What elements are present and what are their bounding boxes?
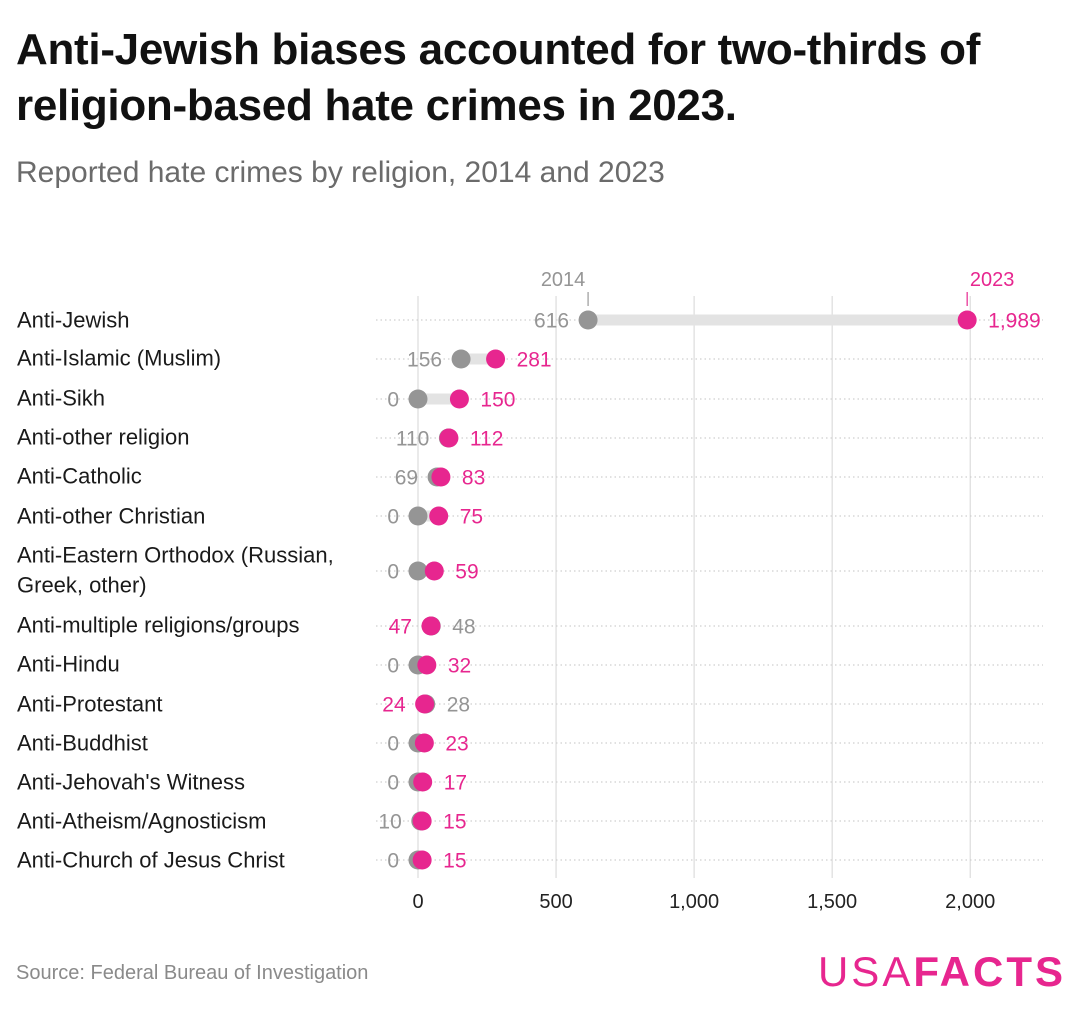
dot-2023 [413, 772, 433, 792]
value-label: 24 [382, 694, 406, 717]
value-label: 59 [455, 561, 478, 584]
dot-2023 [412, 811, 432, 831]
category-label: Anti-Jewish [17, 308, 129, 333]
dot-2023 [424, 561, 444, 581]
value-label: 1,989 [988, 310, 1041, 333]
dot-2023 [431, 467, 451, 487]
dot-2023 [439, 428, 459, 448]
value-label: 0 [387, 772, 399, 795]
value-label: 32 [448, 655, 471, 678]
value-label: 0 [387, 389, 399, 412]
category-label: Anti-Eastern Orthodox (Russian, [17, 543, 334, 568]
value-label: 69 [395, 467, 418, 490]
value-label: 0 [387, 506, 399, 529]
value-label: 15 [443, 850, 466, 873]
x-tick-label: 500 [539, 891, 572, 913]
category-label: Anti-Catholic [17, 464, 142, 489]
x-tick-label: 1,500 [807, 891, 857, 913]
dot-2023 [412, 850, 432, 870]
value-label: 17 [444, 772, 467, 795]
value-label: 47 [389, 616, 412, 639]
chart-title: Anti-Jewish biases accounted for two-thi… [16, 25, 981, 130]
category-label: Anti-Sikh [17, 386, 105, 411]
dot-2014 [408, 389, 428, 409]
dot-2023 [449, 389, 469, 409]
category-label: Anti-Jehovah's Witness [17, 770, 245, 795]
value-label: 150 [480, 389, 515, 412]
category-label: Anti-Buddhist [17, 731, 148, 756]
dot-2023 [486, 349, 506, 369]
value-label: 10 [378, 811, 401, 834]
dot-2023 [417, 655, 437, 675]
dot-2014 [408, 506, 428, 526]
dot-2023 [415, 694, 435, 714]
chart-subtitle: Reported hate crimes by religion, 2014 a… [16, 156, 665, 189]
category-label: Anti-other religion [17, 425, 189, 450]
value-label: 15 [443, 811, 466, 834]
value-label: 0 [387, 561, 399, 584]
dot-2023 [957, 310, 977, 330]
value-label: 48 [452, 616, 475, 639]
category-label: Anti-Hindu [17, 652, 120, 677]
source-note: Source: Federal Bureau of Investigation [16, 962, 369, 984]
dot-2014 [578, 310, 598, 330]
value-label: 156 [407, 349, 442, 372]
category-label: Anti-Islamic (Muslim) [17, 346, 221, 371]
value-label: 0 [387, 733, 399, 756]
dot-2014 [451, 349, 471, 369]
category-label: Greek, other) [17, 573, 147, 598]
series-2014-label: 2014 [541, 269, 586, 291]
category-label: Anti-Church of Jesus Christ [17, 848, 285, 873]
dot-2023 [429, 506, 449, 526]
value-label: 281 [517, 349, 552, 372]
usafacts-logo: USAFACTS [817, 948, 1066, 995]
value-label: 0 [387, 850, 399, 873]
dot-2014 [408, 561, 428, 581]
x-tick-label: 1,000 [669, 891, 719, 913]
x-tick-label: 0 [412, 891, 423, 913]
value-label: 616 [534, 310, 569, 333]
value-label: 75 [460, 506, 483, 529]
value-label: 28 [447, 694, 470, 717]
value-label: 23 [445, 733, 468, 756]
dot-2023 [414, 733, 434, 753]
value-label: 83 [462, 467, 485, 490]
category-label: Anti-multiple religions/groups [17, 613, 299, 638]
value-label: 112 [470, 428, 503, 451]
category-label: Anti-Protestant [17, 692, 163, 717]
value-label: 0 [387, 655, 399, 678]
category-label: Anti-other Christian [17, 504, 205, 529]
series-2023-label: 2023 [970, 269, 1015, 291]
category-label: Anti-Atheism/Agnosticism [17, 809, 266, 834]
x-tick-label: 2,000 [945, 891, 995, 913]
value-label: 110 [396, 428, 429, 451]
dot-2023 [421, 616, 441, 636]
